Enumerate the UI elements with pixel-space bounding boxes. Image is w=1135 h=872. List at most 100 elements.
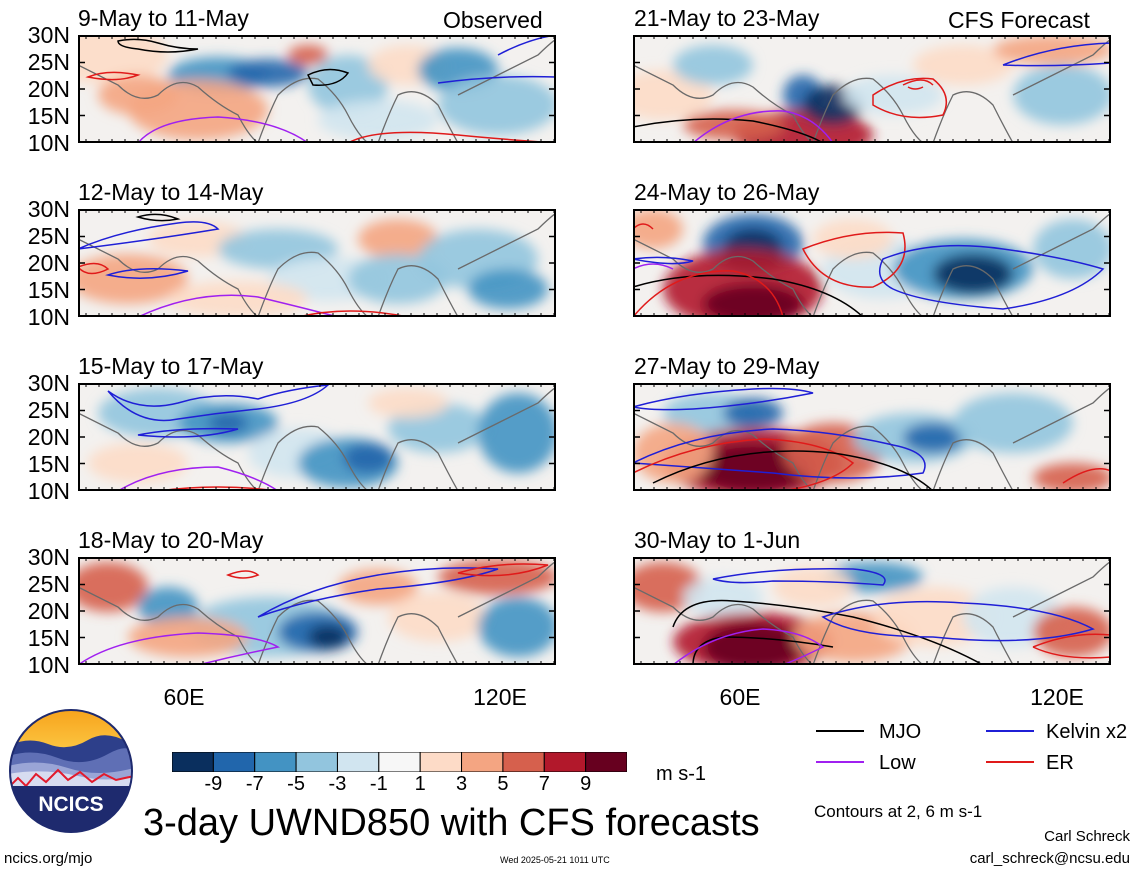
lat-label: 30N [27,22,70,48]
lat-label: 25N [27,49,70,75]
coastline [78,386,556,491]
colorbar-svg [171,751,628,773]
lat-label: 30N [27,370,70,396]
colorbar-swatch [336,751,380,773]
lat-label: 10N [27,652,70,678]
wind-anomaly-patch [288,45,328,65]
wind-anomaly-patch [953,393,1073,453]
wind-anomaly-patch [208,413,248,433]
filter-contour [872,77,948,119]
wind-anomaly-patch [138,587,198,627]
ncics-logo: NCICS [8,708,134,834]
filter-contour [78,632,281,665]
wind-anomaly-patch [1033,219,1111,279]
colorbar-swatch [212,751,256,773]
lat-label: 20N [27,598,70,624]
filter-contour [85,71,141,81]
colorbar-tick-label: -3 [328,773,347,795]
map-panel-8 [633,557,1111,665]
panel-title-2: 12-May to 14-May [78,179,264,205]
colorbar-swatch [502,751,545,773]
filter-contour [105,268,189,279]
filter-contour [801,231,906,288]
coastline [633,386,1111,491]
filter-contour [135,213,181,222]
lat-label: 15N [27,103,70,129]
wind-anomaly-patch [683,577,763,617]
wind-anomaly-patch [478,597,556,657]
wind-anomaly-patch [683,110,783,140]
wind-anomaly-patch [633,70,713,120]
ncics-logo-graphic: NCICS [9,709,133,833]
lat-label: 10N [27,304,70,330]
wind-anomaly-patch [633,209,683,249]
wind-anomaly-patch [78,35,168,85]
wind-anomaly-patch [318,100,438,140]
filter-contour [457,563,549,577]
colorbar-units: m s-1 [656,763,706,785]
filter-contour [878,244,1105,310]
wind-anomaly-patch [813,219,893,259]
filter-contour [633,428,926,479]
colorbar-swatch [585,751,628,773]
panel-title-8: 30-May to 1-Jun [634,527,801,553]
wind-anomaly-patch [343,443,393,473]
forecast-label: CFS Forecast [948,7,1090,33]
wind-anomaly-patch [773,567,853,607]
wind-anomaly-patch [703,622,803,665]
map-panel-3 [78,383,556,491]
lon-label-60e-right: 60E [719,684,761,710]
panel-title-4: 18-May to 20-May [78,527,264,553]
footer-timestamp: Wed 2025-05-21 1011 UTC [500,855,610,865]
legend-swatches [816,730,1034,763]
coastline [633,212,1111,317]
colorbar-tick-label: -7 [245,773,264,795]
lat-label: 10N [27,130,70,156]
filter-contour [137,294,339,317]
lat-label: 15N [27,625,70,651]
contours-note: Contours at 2, 6 m s-1 [814,802,983,821]
filter-contour [137,116,309,143]
colorbar-tick-label: 9 [580,773,592,795]
colorbar-tick-label: -9 [204,773,223,795]
filter-contour [633,256,694,265]
filter-contour [692,636,834,665]
wind-anomaly-patch [88,443,188,483]
filter-contour [297,310,409,317]
filter-contour [652,450,934,491]
lat-label: 10N [27,478,70,504]
filter-contour [712,567,886,586]
colorbar-swatch [419,751,463,773]
filter-contour [347,131,556,143]
wind-anomaly-patch [843,75,943,115]
filter-contour [633,270,784,317]
panel-title-1: 9-May to 11-May [78,5,249,31]
footer-email: carl_schreck@ncsu.edu [969,850,1130,867]
wind-anomaly-patch [703,284,803,317]
coastline [633,38,1111,143]
map-svg-2 [78,209,556,317]
wind-anomaly-patch [933,254,1013,294]
map-svg-4 [78,557,556,665]
colorbar-tick-label: 1 [414,773,426,795]
wind-anomaly-patch [358,219,438,259]
lat-label: 20N [27,250,70,276]
lat-label: 15N [27,451,70,477]
coastline [78,212,556,317]
wind-anomaly-patch [438,75,556,135]
colorbar-tick-label: 7 [538,773,550,795]
coastline [78,38,556,143]
wind-anomaly-patch [338,569,418,605]
map-svg-7 [633,383,1111,491]
map-panel-7 [633,383,1111,491]
lat-label: 25N [27,397,70,423]
filter-contour [78,221,220,250]
filter-contour [117,38,199,53]
wind-anomaly-patch [1033,607,1111,657]
map-panel-1 [78,35,556,143]
wind-anomaly-patch [673,45,753,85]
lon-label-120e-right: 120E [1030,684,1084,710]
map-svg-1 [78,35,556,143]
filter-contour [225,570,260,579]
map-svg-5 [633,35,1111,143]
